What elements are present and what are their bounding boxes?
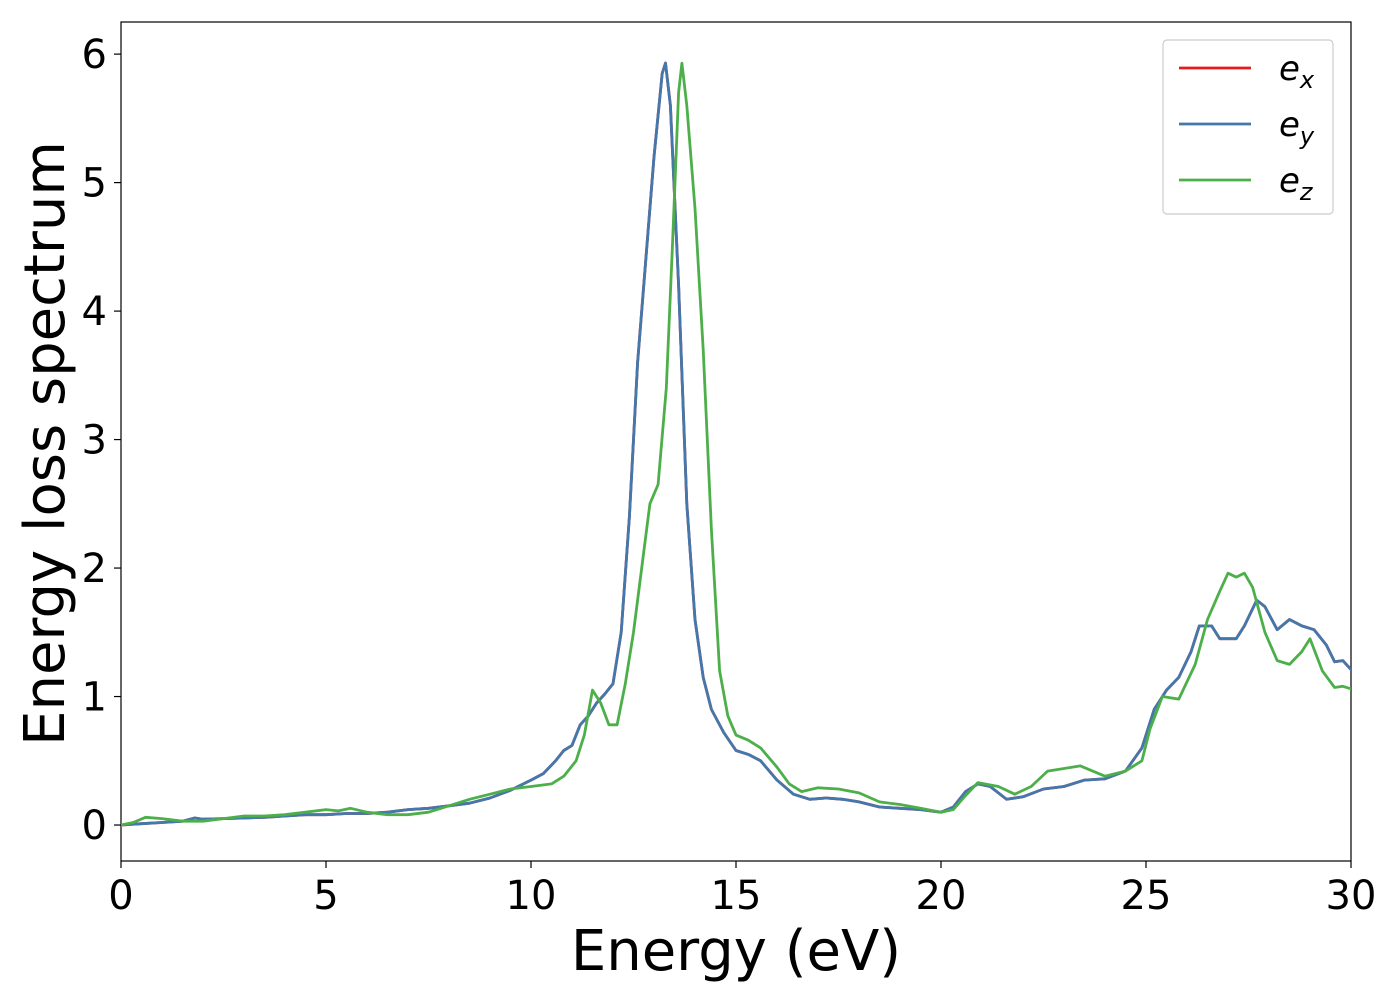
series-line-y bbox=[121, 61, 1351, 827]
y-tick-label: 6 bbox=[82, 32, 107, 78]
x-tick-label: 0 bbox=[108, 873, 133, 919]
legend-label: ey bbox=[1279, 105, 1315, 150]
x-tick-label: 20 bbox=[916, 873, 967, 919]
x-axis: 0 5 10 15 20 25 30 bbox=[108, 861, 1376, 919]
y-axis: 0 1 2 3 4 5 6 bbox=[82, 32, 121, 849]
legend-label-base: e bbox=[1279, 161, 1300, 201]
x-tick-label: 10 bbox=[506, 873, 557, 919]
y-tick-label: 4 bbox=[82, 289, 107, 335]
x-tick-label: 30 bbox=[1326, 873, 1377, 919]
y-tick-label: 1 bbox=[82, 675, 107, 721]
x-tick-label: 15 bbox=[711, 873, 762, 919]
x-tick-label: 25 bbox=[1121, 873, 1172, 919]
legend-label-subscript: x bbox=[1299, 66, 1315, 94]
series-line-z bbox=[121, 61, 1351, 827]
y-tick-label: 2 bbox=[82, 546, 107, 592]
legend-label-subscript: z bbox=[1299, 178, 1314, 206]
legend-label: ex bbox=[1279, 49, 1315, 94]
x-tick-label: 5 bbox=[313, 873, 338, 919]
legend-label-base: e bbox=[1279, 49, 1300, 89]
legend-label-subscript: y bbox=[1299, 122, 1315, 150]
legend-box bbox=[1162, 39, 1334, 215]
y-tick-label: 3 bbox=[82, 418, 107, 464]
legend-label-base: e bbox=[1279, 105, 1300, 145]
legend-label: ez bbox=[1279, 161, 1314, 206]
y-tick-label: 0 bbox=[82, 803, 107, 849]
series-layer bbox=[121, 61, 1351, 827]
y-axis-title: Energy loss spectrum bbox=[13, 141, 78, 746]
y-tick-label: 5 bbox=[82, 161, 107, 207]
x-axis-title: Energy (eV) bbox=[571, 919, 901, 984]
